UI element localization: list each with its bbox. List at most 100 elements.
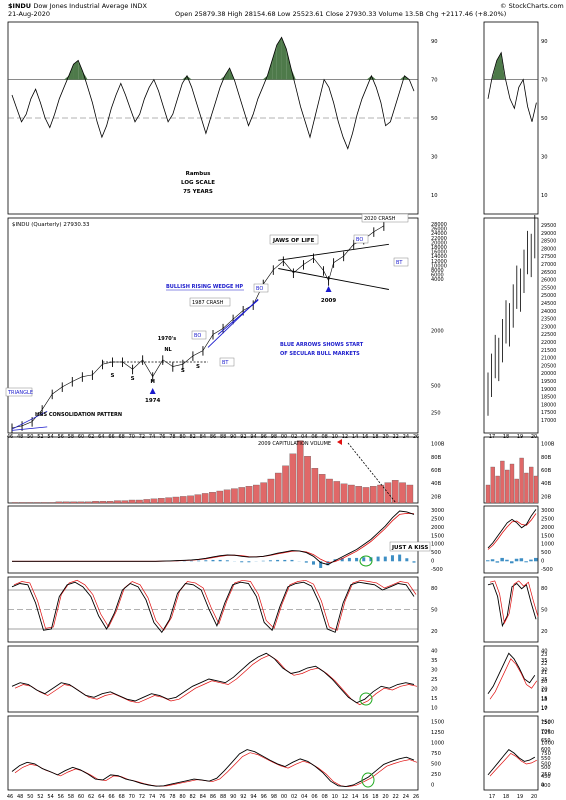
side-x-tick-label-bottom: 17	[489, 794, 495, 800]
panel-frame-macd	[7, 505, 419, 574]
macd-histogram-bar	[261, 560, 265, 562]
low-value: 25523.61	[292, 10, 324, 18]
stoch-line	[11, 581, 415, 634]
x-tick-label-bottom: 72	[139, 794, 145, 800]
x-tick-label: 06	[311, 434, 317, 440]
price-panel-title: $INDU (Quarterly) 27930.33	[12, 222, 90, 228]
panel-frame-stochastic	[7, 576, 419, 643]
volume-bar	[318, 474, 326, 504]
open-label: Open	[175, 10, 193, 18]
side-y-tick-label: 2000	[541, 525, 554, 531]
side-momentum-tick: 700	[541, 729, 551, 735]
x-tick-label-bottom: 02	[291, 794, 297, 800]
shoulder-label: S	[181, 368, 185, 374]
volume-bar	[311, 468, 319, 504]
side-price-y-tick: 19500	[541, 379, 556, 385]
x-tick-label: 24	[403, 434, 409, 440]
y-tick-label: 25	[431, 677, 438, 683]
rsi-overbought-fill	[73, 60, 79, 80]
volume-bar	[99, 501, 107, 504]
side-price-y-tick: 24500	[541, 301, 556, 307]
annotation-75-years: 75 YEARS	[183, 189, 213, 195]
volume-bar	[267, 478, 275, 504]
x-tick-label-bottom: 60	[78, 794, 84, 800]
x-tick-label: 22	[393, 434, 399, 440]
side-volume-bar	[524, 472, 529, 504]
volume-bar	[26, 502, 34, 504]
side-price-y-tick: 17500	[541, 410, 556, 416]
x-tick-label: 92	[240, 434, 246, 440]
side-y-tick-label: 100B	[541, 442, 555, 448]
bo-label-1: BO	[194, 333, 201, 339]
side-y-tick-label: 10	[541, 193, 548, 199]
side-macd-histogram	[505, 559, 509, 562]
rsi-overbought-fill	[182, 75, 187, 80]
side-macd-histogram	[514, 558, 519, 562]
side-volume-bar	[529, 466, 534, 504]
rsi-smooth-line	[11, 652, 415, 704]
side-volume-bar	[490, 466, 495, 504]
price-y-tick-label: 6000	[431, 273, 444, 279]
x-tick-label-bottom: 08	[321, 794, 327, 800]
x-tick-label-bottom: 74	[149, 794, 155, 800]
macd-histogram-bar	[398, 554, 402, 562]
x-tick-label-bottom: 96	[261, 794, 267, 800]
volume-bar	[150, 498, 158, 504]
rsi-overbought-fill	[281, 37, 287, 80]
macd-histogram-bar	[247, 561, 251, 563]
x-tick-label-bottom: 18	[372, 794, 378, 800]
macd-histogram-bar	[283, 559, 287, 562]
side-y-tick-label: 500	[541, 550, 551, 556]
macd-histogram-bar	[355, 557, 359, 562]
price-y-tick-label: 18000	[431, 245, 447, 251]
rsi-overbought-fill	[78, 60, 83, 80]
side-y-tick-label: 1250	[541, 730, 554, 736]
price-y-tick-label: 26000	[431, 227, 447, 233]
side-momentum-tick: 500	[541, 765, 551, 771]
y-tick-label: 100B	[431, 442, 445, 448]
jaws-label-box	[269, 234, 319, 245]
side-momentum-tick: 750	[541, 720, 551, 726]
chart-header-symbol: $INDU Dow Jones Industrial Average INDX	[8, 2, 147, 10]
x-tick-label-bottom: 82	[190, 794, 196, 800]
side-y-tick-label: 20	[541, 629, 548, 635]
macd-histogram-bar	[218, 559, 222, 562]
bt-box-1	[219, 357, 235, 367]
side-price-y-tick: 29000	[541, 231, 556, 237]
y-tick-label: 15	[431, 696, 438, 702]
side-momentum-signal	[489, 752, 537, 777]
price-y-tick-label: 20000	[431, 240, 447, 246]
side-price-y-tick: 25500	[541, 285, 556, 291]
side-y-tick-label: 1500	[541, 719, 554, 725]
x-tick-label-bottom: 94	[250, 794, 256, 800]
side-macd-histogram	[534, 557, 538, 562]
side-rsi-smooth-line	[487, 652, 536, 694]
x-tick-label: 10	[332, 434, 338, 440]
side-momentum-tick: 400	[541, 783, 551, 789]
x-tick-label-bottom: 20	[382, 794, 388, 800]
side-panel-frame-rsi_smooth	[483, 645, 539, 713]
side-price-y-tick: 22500	[541, 332, 556, 338]
side-y-tick-label: 40	[541, 649, 548, 655]
x-tick-label-bottom: 54	[47, 794, 53, 800]
bo-box-2	[253, 283, 269, 293]
macd-histogram-bar	[383, 556, 387, 562]
price-y-tick-label: 14000	[431, 254, 447, 260]
volume-bar	[143, 499, 151, 504]
index-name: Dow Jones Industrial Average	[33, 2, 129, 10]
annotation-log-scale: LOG SCALE	[181, 180, 215, 186]
side-x-tick-label: 17	[489, 434, 495, 440]
bt-label-1: BT	[222, 360, 229, 366]
volume-bar	[187, 495, 194, 504]
macd-histogram-bar	[276, 559, 280, 562]
x-tick-label-bottom: 92	[240, 794, 246, 800]
side-y-tick-label: 90	[541, 39, 548, 45]
x-tick-label: 46	[7, 434, 13, 440]
side-y-tick-label: 60B	[541, 468, 552, 474]
wedge-label: BULLISH RISING WEDGE HP	[166, 284, 243, 290]
side-y-tick-label: 35	[541, 658, 548, 664]
side-y-tick-label: 40B	[541, 481, 552, 487]
macd-histogram-bar	[326, 561, 330, 566]
x-tick-label-bottom: 04	[301, 794, 307, 800]
side-rsi-smooth-tick: 21	[541, 670, 547, 676]
